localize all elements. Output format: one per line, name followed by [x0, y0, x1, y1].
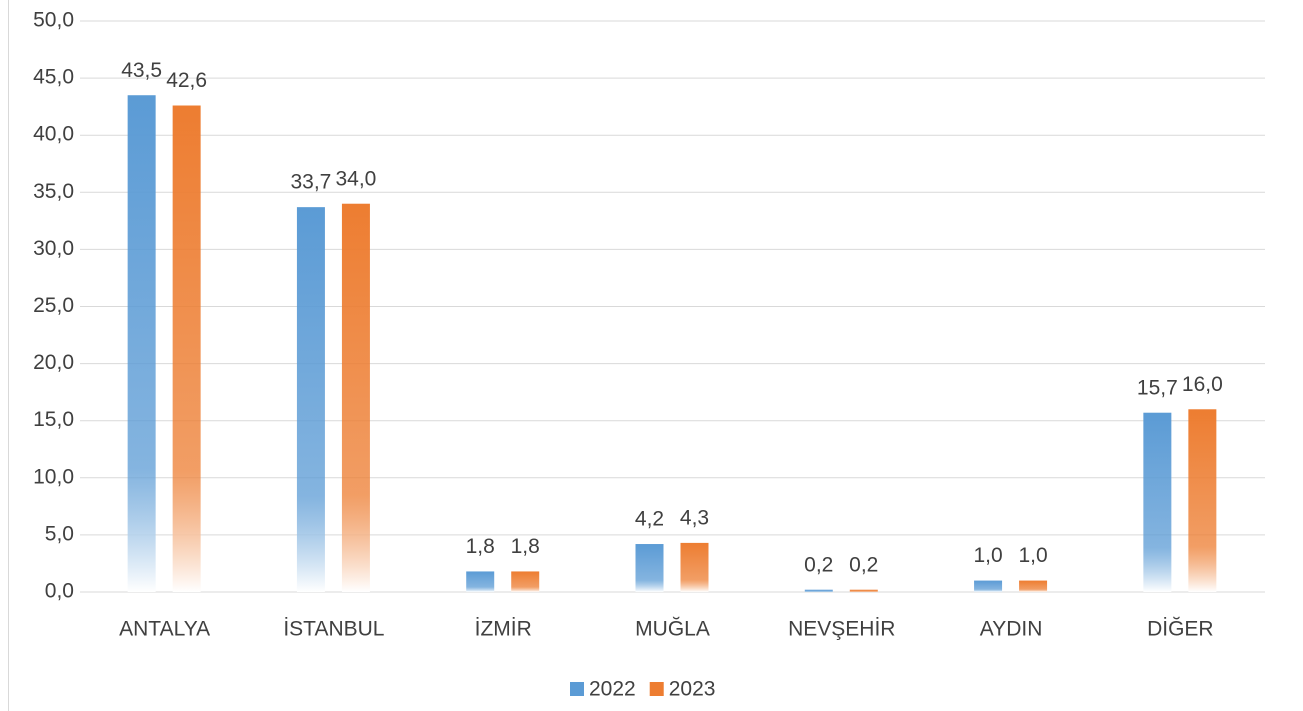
y-tick-label: 30,0	[33, 237, 74, 260]
bar	[849, 589, 878, 592]
bar	[511, 571, 540, 592]
legend-label: 2023	[669, 678, 716, 701]
value-label: 1,0	[973, 544, 1002, 567]
value-label: 0,2	[804, 553, 833, 576]
y-tick-label: 40,0	[33, 123, 74, 146]
bar	[635, 544, 664, 592]
bar	[680, 542, 709, 592]
value-label: 33,7	[290, 171, 331, 194]
bar	[974, 580, 1003, 592]
bar	[172, 105, 201, 593]
bar	[341, 203, 370, 592]
x-tick-label: İSTANBUL	[283, 618, 384, 641]
x-tick-label: MUĞLA	[635, 618, 710, 641]
y-tick-label: 20,0	[33, 351, 74, 374]
y-tick-label: 50,0	[33, 9, 74, 32]
bar	[466, 571, 495, 592]
bar	[1019, 580, 1048, 592]
legend-label: 2022	[589, 678, 636, 701]
value-label: 1,8	[511, 535, 540, 558]
legend-swatch	[570, 682, 584, 696]
y-tick-label: 45,0	[33, 66, 74, 89]
x-tick-label: İZMİR	[475, 618, 532, 641]
y-tick-label: 25,0	[33, 294, 74, 317]
x-tick-label: AYDIN	[980, 618, 1043, 641]
value-label: 1,0	[1018, 544, 1047, 567]
y-tick-label: 15,0	[33, 408, 74, 431]
bar	[804, 589, 833, 592]
bar	[127, 95, 156, 592]
value-label: 16,0	[1182, 373, 1223, 396]
value-label: 4,2	[635, 508, 664, 531]
value-label: 43,5	[121, 59, 162, 82]
legend-swatch	[649, 682, 664, 696]
bar	[1143, 412, 1172, 592]
value-label: 15,7	[1137, 376, 1178, 399]
bar	[296, 207, 325, 592]
value-label: 0,2	[849, 553, 878, 576]
y-tick-label: 5,0	[45, 522, 74, 545]
x-tick-label: DİĞER	[1147, 618, 1214, 641]
bar	[1188, 409, 1217, 592]
value-label: 4,3	[680, 506, 709, 529]
value-label: 42,6	[166, 69, 207, 92]
value-label: 1,8	[466, 535, 495, 558]
value-label: 34,0	[335, 167, 376, 190]
y-tick-label: 0,0	[45, 580, 74, 603]
y-tick-label: 35,0	[33, 180, 74, 203]
x-tick-label: NEVŞEHİR	[788, 618, 895, 641]
chart-frame	[8, 0, 9, 711]
y-tick-label: 10,0	[33, 465, 74, 488]
x-tick-label: ANTALYA	[119, 618, 210, 641]
